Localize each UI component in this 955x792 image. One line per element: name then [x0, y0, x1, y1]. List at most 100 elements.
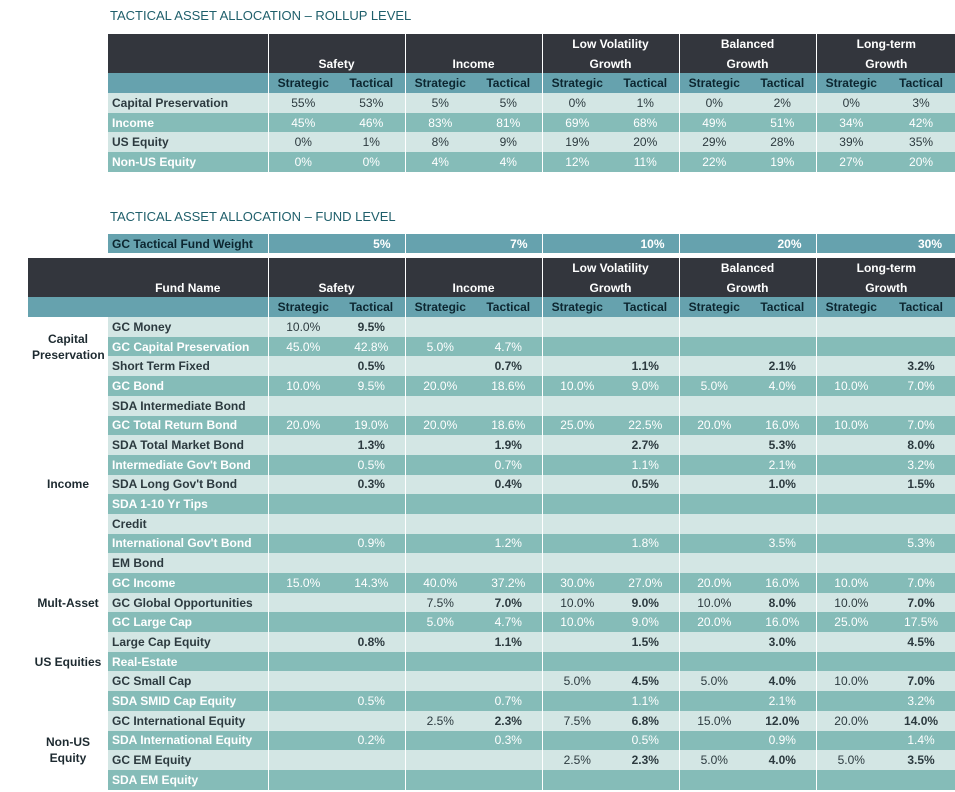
fund-cell: 5.0% [815, 750, 887, 770]
fund-cell: 10.0% [815, 592, 887, 613]
fund-cell [612, 494, 680, 514]
fund-cell: 17.5% [886, 612, 955, 633]
rollup-cell: 1% [612, 93, 680, 113]
subheader-tactical: Tactical [749, 297, 817, 318]
subheader-strategic: Strategic [541, 297, 612, 318]
fund-cell [886, 395, 955, 416]
fund-cell: 8.0% [749, 592, 817, 613]
fund-cell: 42.8% [338, 336, 405, 357]
fund-cell [404, 651, 475, 672]
fund-cell: 18.6% [475, 376, 542, 396]
fund-cell: 3.2% [886, 356, 955, 377]
fund-group-lowvol-l1: Low Volatility [541, 258, 680, 278]
fund-group-safety: Safety [267, 277, 405, 298]
fund-cell: 8.0% [886, 435, 955, 455]
fund-cell [475, 494, 542, 514]
fund-group-longterm-l1: Long-term [815, 258, 955, 278]
fund-name: GC Large Cap [108, 612, 268, 633]
fund-cell [749, 336, 817, 357]
fund-cell [541, 395, 612, 416]
rollup-cell: 11% [612, 152, 680, 172]
rollup-cell: 35% [886, 132, 955, 153]
fund-cell: 10.0% [541, 592, 612, 613]
fund-cell: 1.0% [749, 474, 817, 495]
fund-name: GC Capital Preservation [108, 336, 268, 357]
fund-cell [886, 494, 955, 514]
fund-row: International Gov't Bond 0.9% 1.2% 1.8% 3.5%… [28, 533, 955, 554]
fund-table: Low Volatility Balanced Long-term Fund N… [28, 258, 955, 790]
fund-cell [338, 553, 405, 573]
subheader-strategic: Strategic [678, 297, 750, 318]
fund-cell [815, 454, 887, 475]
fund-cell: 37.2% [475, 573, 542, 593]
fund-cell: 0.4% [475, 474, 542, 495]
fund-cell: 5.3% [749, 435, 817, 455]
fund-cell [678, 317, 750, 337]
rollup-row: Income 45% 46% 83% 81% 69% 68% 49% 51% 34% 42% [108, 112, 955, 133]
fund-cell: 4.0% [749, 750, 817, 770]
fund-cell [541, 553, 612, 573]
fund-cell [541, 435, 612, 455]
rollup-cell: 69% [541, 112, 612, 133]
fund-cell [338, 592, 405, 613]
subheader-strategic: Strategic [404, 73, 475, 94]
fund-cell: 10.0% [815, 671, 887, 692]
fund-group-balanced: Growth [678, 277, 817, 298]
fund-row: GC Income 15.0% 14.3% 40.0% 37.2% 30.0% 27.0% 2… [28, 573, 955, 593]
subheader-strategic: Strategic [678, 73, 750, 94]
rollup-row: Capital Preservation 55% 53% 5% 5% 0% 1% 0% 2% 0%… [108, 93, 955, 113]
fund-cell [404, 513, 475, 534]
fund-cell [815, 336, 887, 357]
fund-row: GC Total Return Bond 20.0% 19.0% 20.0% 18.6%… [28, 415, 955, 436]
fund-weight-safety: 5% [267, 234, 405, 253]
fund-cell [749, 553, 817, 573]
rollup-cell: 0% [815, 93, 887, 113]
subheader-strategic: Strategic [404, 297, 475, 318]
fund-row: Large Cap Equity 0.8% 1.1% 1.5% 3.0% 4.5% [28, 632, 955, 652]
rollup-cell: 5% [475, 93, 542, 113]
subheader-blank [28, 297, 108, 318]
fund-cell: 0.5% [338, 454, 405, 475]
category-income: Income [28, 376, 108, 593]
subheader-tactical: Tactical [475, 297, 542, 318]
fund-subheader-row: Strategic Tactical Strategic Tactical Strate… [28, 297, 955, 318]
fund-cell [338, 671, 405, 692]
rollup-header-row-1: Low Volatility Balanced Long-term [108, 34, 955, 54]
fund-cell: 5.3% [886, 533, 955, 554]
fund-row: Credit [28, 513, 955, 534]
fund-cell: 1.1% [612, 691, 680, 711]
fund-cell [338, 612, 405, 633]
fund-cell: 0.5% [338, 691, 405, 711]
fund-cell [267, 651, 338, 672]
fund-cell: 9.5% [338, 317, 405, 337]
fund-name: International Gov't Bond [108, 533, 268, 554]
fund-cell [404, 533, 475, 554]
fund-cell: 0.5% [338, 356, 405, 377]
fund-cell: 18.6% [475, 415, 542, 436]
fund-name: GC Money [108, 317, 268, 337]
fund-row: Intermediate Gov't Bond 0.5% 0.7% 1.1% 2.1% 3… [28, 454, 955, 475]
fund-row: SDA Long Gov't Bond 0.3% 0.4% 0.5% 1.0% 1.5% [28, 474, 955, 495]
fund-name: SDA 1-10 Yr Tips [108, 494, 268, 514]
group-header-lowvol: Growth [541, 53, 680, 74]
fund-name: GC EM Equity [108, 750, 268, 770]
fund-cell: 14.0% [886, 710, 955, 731]
subheader-tactical: Tactical [475, 73, 542, 94]
fund-cell: 20.0% [678, 573, 750, 593]
fund-cell [749, 769, 817, 790]
fund-cell: 1.3% [338, 435, 405, 455]
fund-cell: 10.0% [678, 592, 750, 613]
fund-cell [541, 533, 612, 554]
rollup-cell: 9% [475, 132, 542, 153]
fund-row: SDA EM Equity [28, 769, 955, 790]
fund-cell [815, 651, 887, 672]
fund-cell [475, 671, 542, 692]
fund-cell [749, 494, 817, 514]
rollup-cell: 0% [541, 93, 612, 113]
fund-cell [475, 553, 542, 573]
fund-cell: 1.5% [612, 632, 680, 652]
fund-cell [749, 651, 817, 672]
fund-cell: 0.3% [338, 474, 405, 495]
fund-cell [815, 435, 887, 455]
fund-cell: 16.0% [749, 415, 817, 436]
